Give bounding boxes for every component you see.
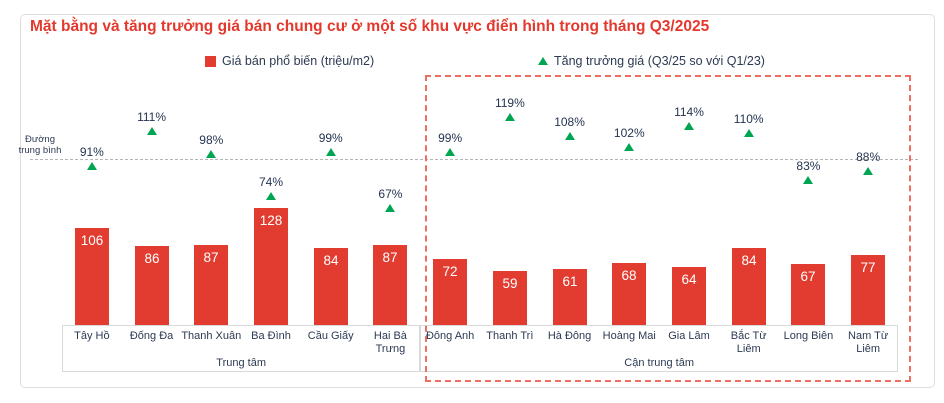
growth-value-label: 108% [554,115,585,130]
price-bar: 84 [314,248,348,325]
axis-band-separator [420,325,422,372]
bar-series-swatch-icon [205,55,216,67]
bar-value-label: 87 [382,250,398,265]
growth-value-label: 88% [856,150,881,165]
price-bar: 72 [433,259,467,325]
bar-value-label: 86 [144,251,160,266]
growth-value-label: 99% [438,131,463,145]
category-label: Thanh Xuân [181,330,242,342]
price-bar: 67 [791,264,825,325]
price-bar: 87 [373,245,407,325]
category-label: Cầu Giấy [307,330,354,342]
bar-value-label: 72 [442,264,458,279]
legend-growth-label: Tăng trưởng giá (Q3/25 so với Q1/23) [554,54,765,68]
price-bar: 59 [493,271,527,325]
price-bar: 128 [254,208,288,325]
growth-triangle-marker [624,142,635,151]
category-label: Bắc Từ Liêm [730,330,767,355]
category-label: Hà Đông [547,330,592,342]
category-label: Tây Hồ [74,330,110,342]
growth-value-label: 74% [258,174,284,189]
legend-item-price: Giá bán phổ biến (triệu/m2) [205,53,374,69]
average-line-label: Đường trung bình [18,134,62,156]
growth-triangle-marker [385,204,396,212]
growth-value-label: 111% [137,110,167,124]
growth-triangle-marker [206,149,217,158]
category-label: Hai Bà Trưng [373,330,407,355]
price-bar: 61 [553,269,587,325]
growth-triangle-marker [266,191,276,200]
bar-value-label: 68 [621,268,637,283]
growth-value-label: 67% [378,187,403,201]
growth-triangle-marker [146,127,157,135]
growth-value-label: 102% [613,125,645,140]
price-bar: 106 [75,228,109,325]
legend-price-label: Giá bán phổ biến (triệu/m2) [222,54,375,68]
highlight-dashed-box [425,75,911,382]
bar-value-label: 87 [203,250,219,265]
bar-value-label: 128 [259,213,283,228]
category-label: Long Biên [783,330,834,342]
growth-triangle-marker [743,128,754,137]
growth-value-label: 99% [318,131,343,145]
growth-value-label: 83% [796,159,821,173]
category-label: Thanh Trì [486,330,534,342]
growth-triangle-marker [445,148,456,156]
category-label: Gia Lâm [668,330,710,342]
growth-triangle-marker [564,132,575,141]
price-bar: 86 [135,246,169,325]
axis-band-section [420,325,898,372]
growth-triangle-marker [803,176,814,184]
category-label: Nam Từ Liêm [848,330,889,355]
growth-value-label: 98% [199,132,224,147]
axis-band-section [62,325,421,372]
average-dashed-line [30,159,918,160]
bar-value-label: 106 [80,233,104,248]
bar-value-label: 84 [323,253,339,268]
price-bar: 84 [732,248,766,325]
group-label: Cận trung tâm [624,357,694,369]
price-bar: 87 [194,245,228,325]
growth-triangle-marker [504,113,515,121]
chart-title: Mặt bằng và tăng trưởng giá bán chung cư… [30,18,710,35]
growth-triangle-marker [86,162,97,170]
triangle-marker-icon [538,57,548,65]
price-bar: 64 [672,267,706,325]
bar-value-label: 84 [741,253,757,268]
group-label: Trung tâm [216,357,266,369]
category-label: Ba Đình [251,330,291,342]
bar-value-label: 59 [502,276,518,291]
bar-value-label: 64 [681,272,697,287]
growth-triangle-marker [863,167,874,176]
bar-value-label: 77 [860,260,876,275]
price-bar: 68 [612,263,646,325]
growth-value-label: 91% [79,145,104,159]
bar-value-label: 61 [562,274,578,289]
growth-triangle-marker [325,148,336,156]
growth-value-label: 110% [733,111,764,126]
legend-item-growth: Tăng trưởng giá (Q3/25 so với Q1/23) [538,53,765,69]
category-label: Đông Anh [425,330,475,342]
price-bar: 77 [851,255,885,325]
category-label: Hoàng Mai [602,330,656,342]
category-label: Đống Đa [129,330,174,342]
growth-value-label: 114% [674,104,704,119]
growth-triangle-marker [684,121,694,130]
bar-value-label: 67 [800,269,816,284]
growth-value-label: 119% [494,96,525,110]
